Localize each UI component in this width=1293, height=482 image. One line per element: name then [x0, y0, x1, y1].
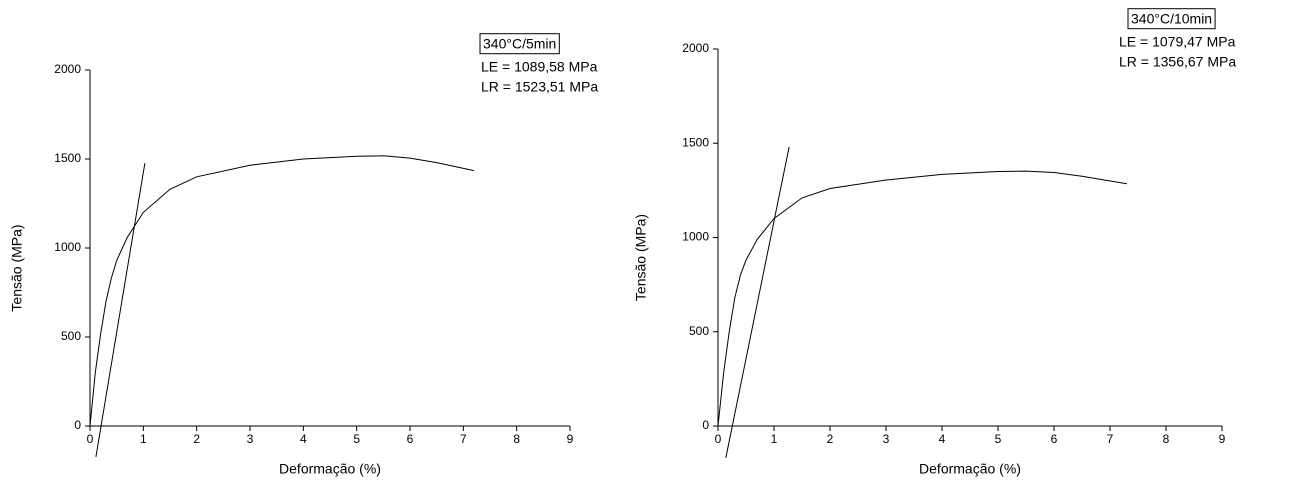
- x-tick-label: 8: [513, 432, 520, 446]
- x-tick-label: 5: [995, 432, 1002, 446]
- y-tick-label: 1500: [682, 135, 709, 149]
- x-tick-label: 2: [827, 432, 834, 446]
- y-tick-label: 1500: [54, 151, 81, 165]
- x-tick-label: 4: [939, 432, 946, 446]
- x-tick-label: 5: [353, 432, 360, 446]
- x-tick-label: 2: [193, 432, 200, 446]
- annotation-line: LR = 1523,51 MPa: [481, 79, 598, 95]
- annotation-box: [479, 33, 560, 55]
- y-tick-label: 1000: [682, 230, 709, 244]
- curve: [95, 163, 146, 458]
- curve: [89, 155, 475, 427]
- x-tick-label: 6: [1051, 432, 1058, 446]
- x-tick-label: 8: [1163, 432, 1170, 446]
- y-axis-label: Tensão (MPa): [633, 214, 649, 301]
- x-tick-label: 0: [715, 432, 722, 446]
- x-tick-label: 1: [140, 432, 147, 446]
- x-axis-label: Deformação (%): [279, 461, 381, 477]
- y-tick-label: 0: [74, 418, 81, 432]
- x-tick-label: 9: [1219, 432, 1226, 446]
- y-tick-label: 2000: [682, 41, 709, 55]
- annotation: 340°C/10min: [1131, 11, 1212, 27]
- x-tick-label: 9: [567, 432, 574, 446]
- x-tick-label: 0: [87, 432, 94, 446]
- x-tick-label: 7: [1107, 432, 1114, 446]
- annotation: 340°C/5min: [483, 36, 556, 52]
- annotation-line: LE = 1079,47 MPa: [1119, 34, 1236, 50]
- y-tick-label: 1000: [54, 240, 81, 254]
- x-tick-label: 1: [771, 432, 778, 446]
- curve: [725, 146, 790, 459]
- y-tick-label: 0: [702, 418, 709, 432]
- annotation-box: [1127, 8, 1216, 30]
- x-tick-label: 3: [247, 432, 254, 446]
- annotation-line: LE = 1089,58 MPa: [481, 59, 598, 75]
- y-tick-label: 500: [61, 329, 81, 343]
- x-tick-label: 6: [407, 432, 414, 446]
- annotation-line: LR = 1356,67 MPa: [1119, 54, 1236, 70]
- y-axis-label: Tensão (MPa): [9, 224, 25, 311]
- curve: [717, 170, 1127, 427]
- x-tick-label: 3: [883, 432, 890, 446]
- x-tick-label: 7: [460, 432, 467, 446]
- x-tick-label: 4: [300, 432, 307, 446]
- y-tick-label: 2000: [54, 62, 81, 76]
- y-tick-label: 500: [689, 324, 709, 338]
- x-axis-label: Deformação (%): [919, 461, 1021, 477]
